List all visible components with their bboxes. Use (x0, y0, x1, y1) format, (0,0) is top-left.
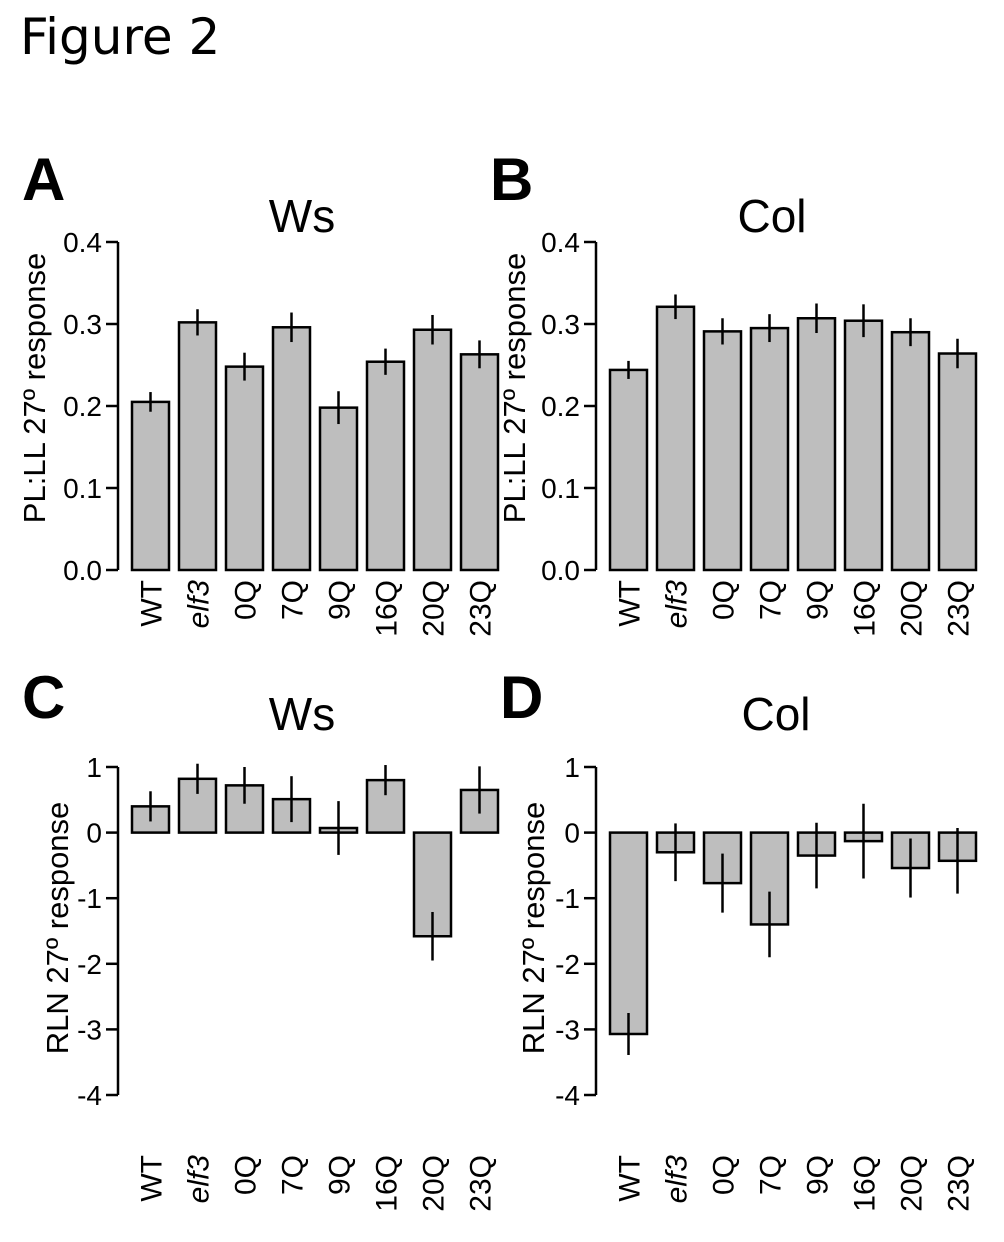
y-tick-label: 0.3 (541, 309, 580, 340)
y-tick-label: -2 (77, 949, 102, 980)
x-tick-label: elf3 (183, 580, 216, 629)
bar-wt (130, 400, 171, 572)
bar-0q (224, 365, 265, 572)
y-tick-label: 0 (86, 818, 102, 849)
chart-title: Ws (269, 190, 335, 242)
x-tick-label: 23Q (943, 580, 976, 637)
x-tick-label: 16Q (849, 580, 882, 637)
x-tick-label: 16Q (371, 1155, 404, 1212)
x-tick-label: WT (614, 580, 647, 627)
bar-9q (318, 406, 359, 572)
x-tick-label: 0Q (708, 1155, 741, 1195)
y-tick-label: 0.0 (541, 555, 580, 586)
x-tick-label: elf3 (661, 580, 694, 629)
x-tick-label: 23Q (465, 580, 498, 637)
bar-wt (608, 368, 649, 572)
panel-letter: A (22, 146, 65, 213)
chart-title: Col (741, 688, 810, 740)
y-tick-label: -1 (555, 883, 580, 914)
x-tick-label: 7Q (277, 580, 310, 620)
bar-16q (843, 319, 884, 572)
x-tick-label: 0Q (230, 1155, 263, 1195)
x-tick-label: 9Q (802, 580, 835, 620)
y-tick-label: 0.4 (63, 227, 102, 258)
chart-panel-d: D Col RLN 27º response-4 -3 -2 -1 0 1 WT elf3 0Q 7Q… (500, 664, 978, 1212)
bar-23q (459, 353, 500, 572)
x-tick-label: 16Q (849, 1155, 882, 1212)
bar-elf3 (177, 321, 218, 572)
x-tick-label: 7Q (755, 580, 788, 620)
y-tick-label: 0.4 (541, 227, 580, 258)
x-tick-label: WT (136, 580, 169, 627)
bar-7q (749, 326, 790, 572)
x-tick-label: 20Q (896, 580, 929, 637)
x-tick-label: 23Q (943, 1155, 976, 1212)
chart-panel-c: C Ws RLN 27º response-4 -3 -2 -1 0 1 WT elf3 0Q 7Q 9… (22, 664, 500, 1212)
bar-9q (796, 317, 837, 572)
x-tick-label: 20Q (896, 1155, 929, 1212)
bar-20q (412, 328, 453, 572)
x-tick-label: 9Q (324, 1155, 357, 1195)
y-tick-label: 0.2 (63, 391, 102, 422)
y-tick-label: 1 (86, 752, 102, 783)
bar-16q (365, 360, 406, 572)
y-tick-label: -3 (555, 1014, 580, 1045)
panel-letter: D (500, 664, 543, 731)
y-tick-label: 0.1 (63, 473, 102, 504)
x-tick-label: 23Q (465, 1155, 498, 1212)
chart-title: Col (737, 190, 806, 242)
bar-7q (271, 326, 312, 572)
bar-elf3 (655, 305, 696, 572)
x-tick-label: 16Q (371, 580, 404, 637)
bar-23q (937, 352, 978, 572)
y-axis-label: RLN 27º response (40, 802, 75, 1055)
x-tick-label: 0Q (230, 580, 263, 620)
x-tick-label: 20Q (418, 580, 451, 637)
y-tick-label: 0.2 (541, 391, 580, 422)
y-tick-label: -4 (555, 1080, 580, 1111)
x-tick-label: 7Q (277, 1155, 310, 1195)
y-tick-label: 0 (564, 818, 580, 849)
figure-title: Figure 2 (20, 8, 221, 66)
y-axis-label: PL:LL 27º response (497, 253, 532, 523)
x-tick-label: 9Q (324, 580, 357, 620)
panel-letter: B (490, 146, 533, 213)
bar-wt (608, 831, 649, 1036)
y-tick-label: -2 (555, 949, 580, 980)
y-axis-label: RLN 27º response (516, 802, 551, 1055)
chart-title: Ws (269, 688, 335, 740)
x-tick-label: elf3 (661, 1155, 694, 1204)
bar-20q (890, 330, 931, 572)
x-tick-label: 7Q (755, 1155, 788, 1195)
y-tick-label: -4 (77, 1080, 102, 1111)
bar-7q (749, 831, 790, 926)
y-tick-label: 0.3 (63, 309, 102, 340)
bar-0q (702, 330, 743, 572)
x-tick-label: WT (136, 1155, 169, 1202)
x-tick-label: elf3 (183, 1155, 216, 1204)
y-tick-label: 1 (564, 752, 580, 783)
x-tick-label: WT (614, 1155, 647, 1202)
y-tick-label: -1 (77, 883, 102, 914)
y-tick-label: 0.1 (541, 473, 580, 504)
x-tick-label: 9Q (802, 1155, 835, 1195)
x-tick-label: 20Q (418, 1155, 451, 1212)
chart-panel-a: A Ws PL:LL 27º response 0.0 0.1 0.2 0.3 0.4 WT el… (17, 146, 500, 637)
chart-panel-b: B Col PL:LL 27º response 0.0 0.1 0.2 0.3 0.4 WT e… (490, 146, 978, 637)
y-tick-label: -3 (77, 1014, 102, 1045)
y-tick-label: 0.0 (63, 555, 102, 586)
y-axis-label: PL:LL 27º response (17, 253, 52, 523)
x-tick-label: 0Q (708, 580, 741, 620)
panel-letter: C (22, 664, 65, 731)
